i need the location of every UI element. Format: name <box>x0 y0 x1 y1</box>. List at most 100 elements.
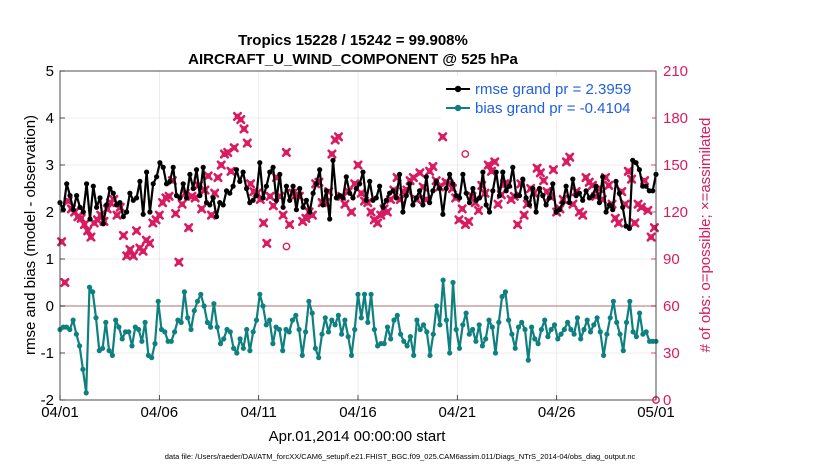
rmse-point <box>210 195 216 201</box>
obs-possible-marker <box>247 180 254 187</box>
bias-point <box>388 336 394 342</box>
bias-point <box>172 329 178 335</box>
bias-point <box>116 324 122 330</box>
obs-assimilated-marker <box>493 199 503 209</box>
x-tick-label: 04/26 <box>538 404 576 421</box>
bias-point <box>348 352 355 358</box>
obs-possible-marker <box>123 253 130 259</box>
obs-assimilated-marker <box>118 230 129 241</box>
rmse-point <box>327 216 333 222</box>
rmse-point <box>576 190 583 196</box>
bias-point <box>253 317 260 323</box>
bias-point <box>466 331 472 337</box>
bias-point <box>401 338 407 344</box>
obs-possible-marker <box>465 218 472 225</box>
obs-possible-marker <box>309 212 316 218</box>
rmse-point <box>596 200 603 206</box>
obs-assimilated-marker <box>60 277 70 288</box>
obs-possible-marker <box>579 212 586 218</box>
bias-point <box>424 329 430 335</box>
obs-possible-marker <box>162 195 169 201</box>
rmse-point <box>227 190 233 196</box>
bias-point <box>152 341 158 347</box>
obs-possible-marker <box>218 162 225 168</box>
rmse-point <box>154 174 160 180</box>
obs-possible-marker <box>153 216 159 223</box>
obs-assimilated-marker <box>268 201 278 211</box>
obs-possible-marker <box>283 149 290 156</box>
bias-point <box>103 319 109 325</box>
rmse-point <box>390 188 396 194</box>
bias-point <box>67 326 73 333</box>
obs-possible-marker <box>205 173 212 179</box>
left-tick-label: 3 <box>46 157 54 174</box>
rmse-point <box>307 209 313 215</box>
obs-possible-marker <box>508 196 514 203</box>
obs-assimilated-marker <box>490 157 500 167</box>
obs-assimilated-marker <box>236 114 246 125</box>
obs-possible-marker <box>159 199 166 206</box>
obs-assimilated-marker <box>184 223 194 233</box>
bias-point <box>407 334 413 340</box>
rmse-point <box>300 204 306 210</box>
bias-point <box>306 298 312 304</box>
rmse-point <box>650 188 656 194</box>
rmse-point <box>523 195 529 201</box>
bias-point <box>247 348 253 354</box>
obs-possible-marker <box>136 245 143 251</box>
obs-possible-marker <box>286 221 293 228</box>
bias-point <box>404 343 410 349</box>
legend-rmse-marker <box>454 85 462 93</box>
rmse-point <box>393 195 399 201</box>
obs-possible-marker <box>651 224 658 231</box>
data-file-footer: data file: /Users/raeder/DAI/ATM_forcXX/… <box>165 452 636 461</box>
bias-point <box>417 326 423 333</box>
bias-point <box>352 326 358 333</box>
rmse-point <box>413 195 419 201</box>
obs-assimilated-marker <box>281 147 291 158</box>
rmse-point <box>150 181 156 187</box>
obs-assimilated-marker <box>636 202 646 212</box>
rmse-point <box>213 214 220 220</box>
rmse-point <box>200 164 206 170</box>
rmse-point <box>536 185 543 192</box>
bias-point <box>309 310 315 316</box>
bias-point <box>319 331 325 337</box>
rmse-point <box>636 167 643 173</box>
obs-possible-marker <box>140 248 146 255</box>
obs-possible-marker <box>62 279 68 286</box>
bias-point <box>221 336 227 342</box>
rmse-point <box>107 185 113 192</box>
bias-point <box>280 348 286 354</box>
left-tick-label: 5 <box>46 63 54 80</box>
bias-series <box>57 277 659 396</box>
rmse-point <box>357 181 363 187</box>
obs-possible-marker <box>335 133 342 140</box>
y-axis-label-left: rmse and bias (model - observation) <box>22 115 39 355</box>
right-axis-ticks: 0 30 60 90 120 150 180 210 <box>651 63 688 409</box>
rmse-point <box>283 183 289 189</box>
rmse-point <box>463 190 469 196</box>
obs-assimilated-marker <box>213 172 223 183</box>
bias-point <box>453 326 459 333</box>
bias-point <box>620 348 626 354</box>
bias-point <box>119 336 125 342</box>
obs-assimilated-marker <box>86 232 96 242</box>
rmse-point <box>420 202 426 208</box>
x-tick-label: 05/01 <box>637 404 675 421</box>
bias-point <box>483 336 489 342</box>
left-tick-label: 1 <box>46 251 54 268</box>
right-tick-label: 60 <box>663 298 680 315</box>
bias-point <box>345 334 351 340</box>
bias-point <box>463 310 469 316</box>
obs-assimilated-marker <box>483 160 493 170</box>
obs-possible-marker <box>576 209 583 215</box>
obs-assimilated-marker <box>203 171 213 181</box>
obs-assimilated-marker <box>245 179 256 189</box>
rmse-point <box>583 188 589 194</box>
right-tick-label: 180 <box>663 110 688 127</box>
bias-point <box>637 310 643 316</box>
rmse-point <box>110 190 116 196</box>
obs-assimilated-marker <box>630 218 640 228</box>
bias-point <box>522 326 528 333</box>
